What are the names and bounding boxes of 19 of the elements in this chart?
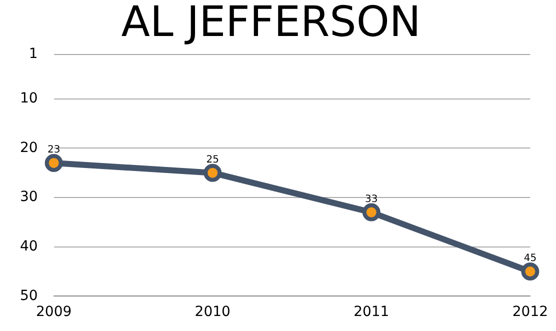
chart-title: AL JEFFERSON xyxy=(121,0,421,46)
x-tick-label: 2011 xyxy=(354,304,390,320)
y-tick-label: 40 xyxy=(20,238,38,254)
y-tick-label: 30 xyxy=(20,189,38,206)
x-tick-label: 2010 xyxy=(194,304,230,320)
y-tick-label: 20 xyxy=(20,140,38,156)
y-tick-label: 50 xyxy=(20,288,38,304)
data-label: 25 xyxy=(206,154,219,166)
data-label: 33 xyxy=(365,194,378,205)
point xyxy=(521,262,540,281)
data-label: 23 xyxy=(47,144,60,156)
point xyxy=(44,154,63,172)
y-tick-label: 10 xyxy=(20,90,38,106)
y-tick-label: 1 xyxy=(28,46,38,62)
x-tick-label: 2009 xyxy=(36,304,72,320)
data-label: 45 xyxy=(524,253,537,264)
point xyxy=(362,203,380,222)
x-tick-label: 2012 xyxy=(512,304,548,320)
point xyxy=(204,164,222,182)
